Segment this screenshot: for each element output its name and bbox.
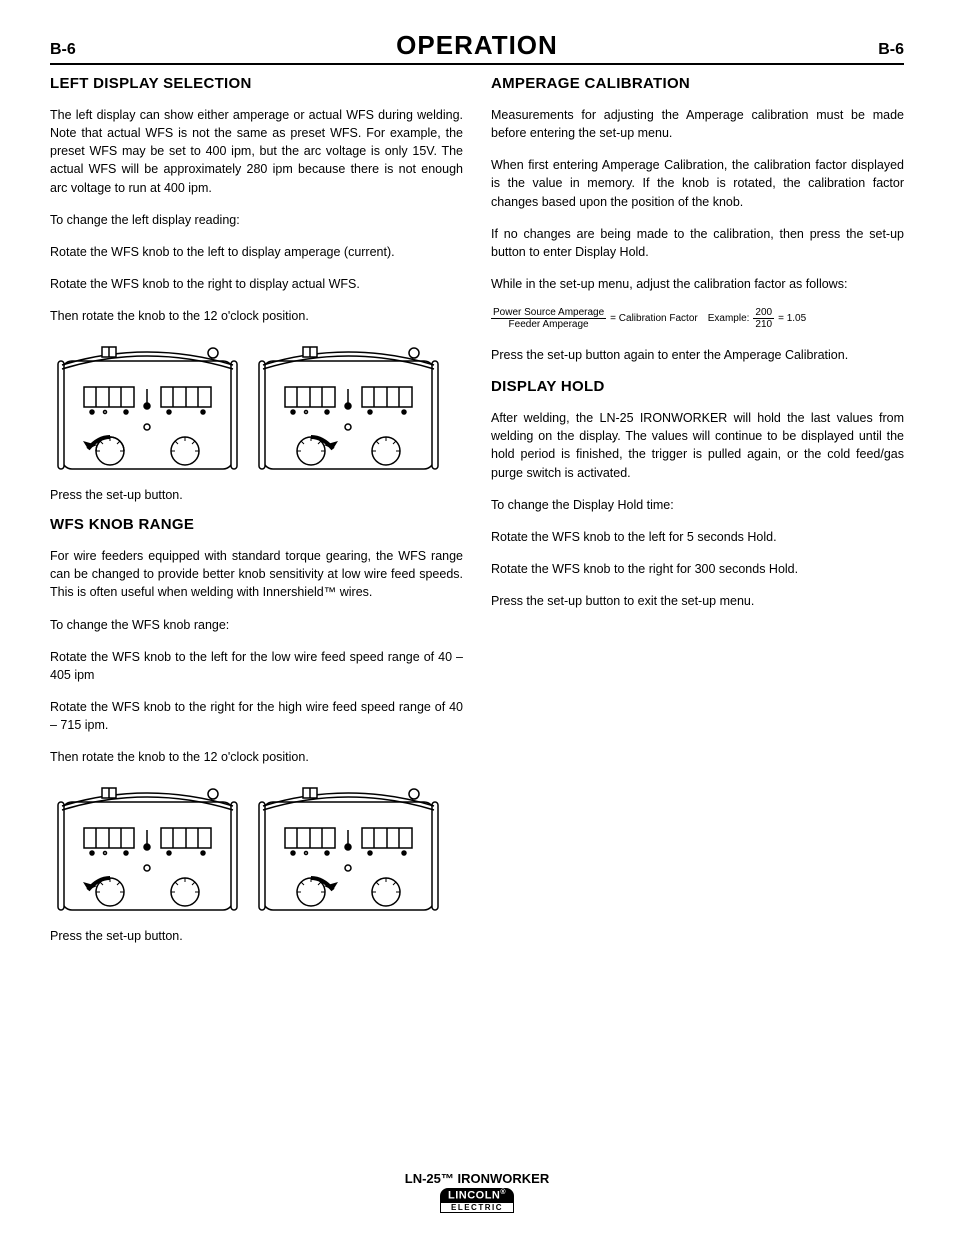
body-paragraph: Press the set-up button to exit the set-… [491,592,904,610]
registered-icon: ® [500,1189,506,1196]
section-heading: DISPLAY HOLD [491,378,904,395]
diagram-caption: Press the set-up button. [50,929,463,943]
formula-result: = 1.05 [778,313,806,324]
page-footer: LN-25™ IRONWORKER LINCOLN® ELECTRIC [0,1171,954,1215]
formula-fraction: 200 210 [753,307,774,330]
logo-top-text: LINCOLN® [440,1188,514,1203]
fraction-numerator: 200 [753,307,774,319]
formula-example-label: Example: [708,313,750,324]
body-paragraph: Rotate the WFS knob to the left for the … [50,648,463,684]
body-paragraph: Measurements for adjusting the Amperage … [491,106,904,142]
body-paragraph: To change the WFS knob range: [50,616,463,634]
section-heading: AMPERAGE CALIBRATION [491,75,904,92]
content-columns: LEFT DISPLAY SELECTION The left display … [50,75,904,957]
section-heading: LEFT DISPLAY SELECTION [50,75,463,92]
footer-product-name: LN-25™ IRONWORKER [0,1171,954,1186]
formula-equals: = Calibration Factor [610,313,698,324]
page-title: OPERATION [396,30,558,61]
body-paragraph: Then rotate the knob to the 12 o'clock p… [50,748,463,766]
device-diagram-right-arrow [251,339,446,484]
device-diagram-row [50,780,463,925]
body-paragraph: Rotate the WFS knob to the right for 300… [491,560,904,578]
device-diagram-left-arrow [50,780,245,925]
body-paragraph: If no changes are being made to the cali… [491,225,904,261]
page-header: B-6 OPERATION B-6 [50,30,904,65]
device-diagram-right-arrow [251,780,446,925]
body-paragraph: The left display can show either amperag… [50,106,463,197]
body-paragraph: Rotate the WFS knob to the left to displ… [50,243,463,261]
fraction-numerator: Power Source Amperage [491,307,606,319]
body-paragraph: Rotate the WFS knob to the right to disp… [50,275,463,293]
body-paragraph: Press the set-up button again to enter t… [491,346,904,364]
logo-bottom-text: ELECTRIC [440,1202,514,1213]
body-paragraph: While in the set-up menu, adjust the cal… [491,275,904,293]
left-column: LEFT DISPLAY SELECTION The left display … [50,75,463,957]
section-heading: WFS KNOB RANGE [50,516,463,533]
body-paragraph: Then rotate the knob to the 12 o'clock p… [50,307,463,325]
calibration-formula: Power Source Amperage Feeder Amperage = … [491,307,904,330]
diagram-caption: Press the set-up button. [50,488,463,502]
page-number-left: B-6 [50,41,76,59]
body-paragraph: For wire feeders equipped with standard … [50,547,463,601]
body-paragraph: When first entering Amperage Calibration… [491,156,904,210]
body-paragraph: To change the left display reading: [50,211,463,229]
device-diagram-row [50,339,463,484]
right-column: AMPERAGE CALIBRATION Measurements for ad… [491,75,904,957]
fraction-denominator: 210 [753,319,774,330]
device-diagram-left-arrow [50,339,245,484]
lincoln-logo: LINCOLN® ELECTRIC [440,1188,514,1213]
page-number-right: B-6 [878,41,904,59]
body-paragraph: After welding, the LN-25 IRONWORKER will… [491,409,904,482]
formula-fraction: Power Source Amperage Feeder Amperage [491,307,606,330]
body-paragraph: Rotate the WFS knob to the right for the… [50,698,463,734]
body-paragraph: To change the Display Hold time: [491,496,904,514]
body-paragraph: Rotate the WFS knob to the left for 5 se… [491,528,904,546]
fraction-denominator: Feeder Amperage [507,319,591,330]
